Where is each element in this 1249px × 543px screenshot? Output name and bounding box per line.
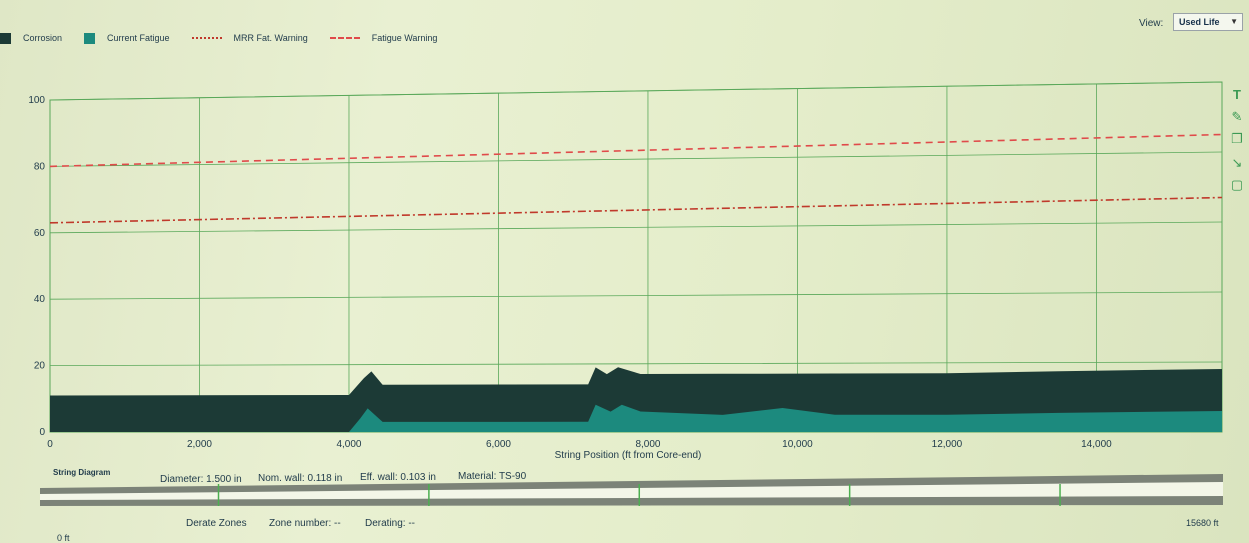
x-tick-label: 6,000 [486,439,511,450]
x-tick-label: 4,000 [336,439,361,450]
y-tick-label: 100 [28,95,45,106]
used-life-chart: 0 20 40 60 80 100 0 2,000 4,000 6,000 8,000 10,000 1… [28,81,1223,461]
view-label: View: [1139,18,1164,29]
note-icon[interactable]: ▢ [1230,177,1244,192]
legend-marker [329,37,360,39]
x-tick-label: 14,000 [1081,439,1112,450]
line-mrr-fat-warning [49,196,1223,224]
material-info: Material: TS-90 [458,471,527,482]
legend-label: Corrosion [23,33,63,43]
warning-lines [49,133,1223,224]
y-tick-label: 40 [34,294,46,305]
series-areas [50,367,1222,432]
derate-zones-label: Derate Zones [186,518,247,529]
y-gridline [49,151,1223,167]
diameter-info: Diameter: 1.500 in [160,474,242,485]
legend-item: Fatigue Warning [329,33,438,43]
string-end-label: 15680 ft [1186,518,1219,528]
y-gridline [49,221,1223,234]
eff-wall-info: Eff. wall: 0.103 in [360,472,436,483]
legend-label: Fatigue Warning [371,33,438,43]
y-gridline [49,361,1223,367]
legend-marker [191,37,222,39]
legend-marker [0,32,11,44]
legend-item: Corrosion [0,32,63,44]
derating-info: Derating: -- [365,518,416,529]
legend-label: MRR Fat. Warning [233,33,308,43]
y-tick-label: 0 [39,427,45,438]
x-tick-label: 0 [47,439,53,450]
string-diagram-title: String Diagram [53,468,111,477]
y-gridline [49,81,1223,101]
y-tick-label: 60 [34,228,46,239]
y-tick-label: 80 [34,161,46,172]
axes: 0 20 40 60 80 100 0 2,000 4,000 6,000 8,000 10,000 1… [28,95,1112,450]
y-tick-label: 20 [34,361,46,372]
view-select[interactable]: Used Life ▼ [1173,13,1243,31]
zone-number-info: Zone number: -- [269,518,341,529]
x-tick-label: 12,000 [932,439,963,450]
area-current-fatigue [50,404,1222,432]
legend-label: Current Fatigue [107,33,170,43]
string-segments [217,484,1061,506]
legend-item: Current Fatigue [84,32,170,44]
text-tool-icon[interactable]: T [1233,87,1241,102]
x-tick-label: 2,000 [187,439,212,450]
copy-icon[interactable]: ❐ [1231,131,1243,146]
string-diagram[interactable] [0,470,1249,515]
x-tick-label: 8,000 [635,439,660,450]
string-start-label: 0 ft [57,533,70,543]
line-fatigue-warning [49,133,1223,168]
nom-wall-info: Nom. wall: 0.118 in [258,473,343,484]
pencil-icon[interactable]: ✎ [1231,109,1243,124]
legend-marker [84,32,96,44]
view-selected-value: Used Life [1179,17,1220,27]
x-axis-label: String Position (ft from Core-end) [555,450,702,461]
arrow-tool-icon[interactable]: ↘ [1231,155,1243,170]
legend-item: MRR Fat. Warning [191,33,308,43]
string-tube-inner [40,482,1223,500]
chevron-down-icon: ▼ [1230,17,1238,26]
legend: Corrosion Current Fatigue MRR Fat. Warning… [0,28,459,48]
y-gridline [49,291,1223,300]
x-tick-label: 10,000 [782,439,813,450]
